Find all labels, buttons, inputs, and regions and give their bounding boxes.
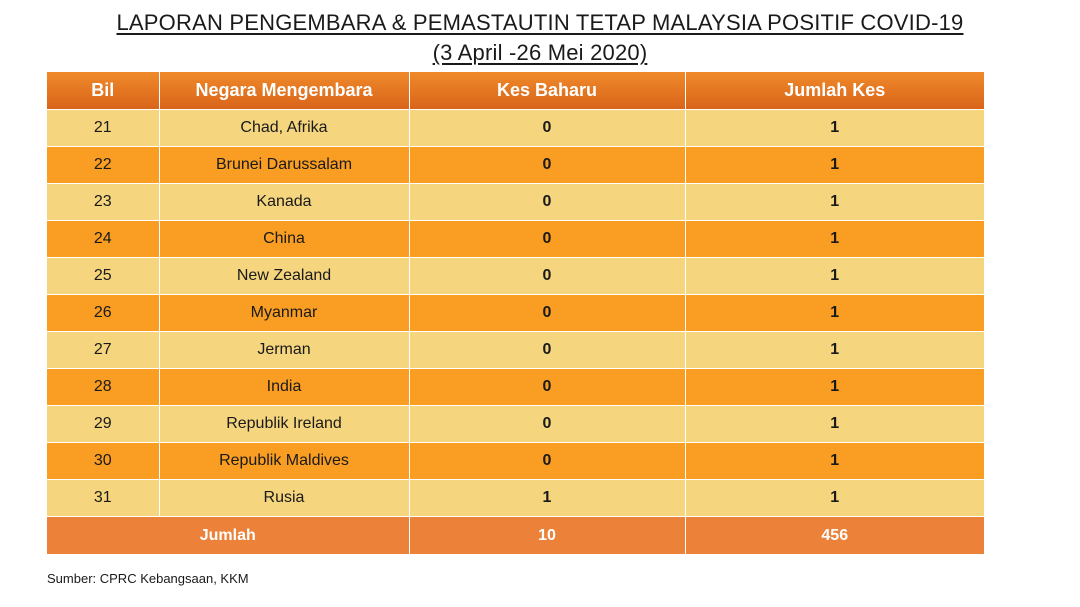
cell-jumlah-kes: 1 <box>685 405 984 443</box>
cell-kes-baharu: 0 <box>409 220 686 258</box>
cell-jumlah-kes: 1 <box>685 479 984 517</box>
cell-kes-baharu: 0 <box>409 146 686 184</box>
total-label: Jumlah <box>47 516 410 554</box>
cell-kes-baharu: 0 <box>409 331 686 369</box>
table-row: 28 India 0 1 <box>47 368 984 406</box>
source-note: Sumber: CPRC Kebangsaan, KKM <box>47 571 249 586</box>
cell-kes-baharu: 0 <box>409 183 686 221</box>
cell-negara: Brunei Darussalam <box>159 146 410 184</box>
cell-kes-baharu: 0 <box>409 109 686 147</box>
cell-negara: Kanada <box>159 183 410 221</box>
cell-bil: 29 <box>47 405 160 443</box>
header-kes-baharu: Kes Baharu <box>409 72 686 110</box>
header-bil: Bil <box>47 72 160 110</box>
table-row: 21 Chad, Afrika 0 1 <box>47 109 984 147</box>
cell-bil: 27 <box>47 331 160 369</box>
cell-negara: China <box>159 220 410 258</box>
header-jumlah-kes: Jumlah Kes <box>685 72 984 110</box>
total-kes-baharu: 10 <box>409 516 686 554</box>
cell-jumlah-kes: 1 <box>685 442 984 480</box>
cell-negara: New Zealand <box>159 257 410 295</box>
cell-jumlah-kes: 1 <box>685 146 984 184</box>
cell-jumlah-kes: 1 <box>685 368 984 406</box>
cell-bil: 24 <box>47 220 160 258</box>
cell-jumlah-kes: 1 <box>685 331 984 369</box>
table-row: 26 Myanmar 0 1 <box>47 294 984 332</box>
table-row: 29 Republik Ireland 0 1 <box>47 405 984 443</box>
cell-bil: 25 <box>47 257 160 295</box>
table-row: 25 New Zealand 0 1 <box>47 257 984 295</box>
cell-jumlah-kes: 1 <box>685 294 984 332</box>
cell-kes-baharu: 0 <box>409 405 686 443</box>
title-date-range: (3 April -26 Mei 2020) <box>432 40 648 65</box>
cell-bil: 21 <box>47 109 160 147</box>
cell-bil: 31 <box>47 479 160 517</box>
header-negara: Negara Mengembara <box>159 72 410 110</box>
title-main: LAPORAN PENGEMBARA & PEMASTAUTIN TETAP M… <box>116 10 964 35</box>
cell-kes-baharu: 0 <box>409 368 686 406</box>
table-row: 27 Jerman 0 1 <box>47 331 984 369</box>
cell-negara: Rusia <box>159 479 410 517</box>
table-row: 22 Brunei Darussalam 0 1 <box>47 146 984 184</box>
table-header-row: Bil Negara Mengembara Kes Baharu Jumlah … <box>47 72 984 110</box>
cell-kes-baharu: 0 <box>409 257 686 295</box>
cell-jumlah-kes: 1 <box>685 220 984 258</box>
total-jumlah-kes: 456 <box>685 516 984 554</box>
cell-bil: 23 <box>47 183 160 221</box>
cell-jumlah-kes: 1 <box>685 183 984 221</box>
cell-jumlah-kes: 1 <box>685 257 984 295</box>
cell-kes-baharu: 0 <box>409 442 686 480</box>
table-row: 31 Rusia 1 1 <box>47 479 984 517</box>
report-title: LAPORAN PENGEMBARA & PEMASTAUTIN TETAP M… <box>0 8 1080 68</box>
cell-kes-baharu: 0 <box>409 294 686 332</box>
table-row: 24 China 0 1 <box>47 220 984 258</box>
cell-bil: 28 <box>47 368 160 406</box>
cell-negara: Jerman <box>159 331 410 369</box>
cell-bil: 30 <box>47 442 160 480</box>
cell-bil: 26 <box>47 294 160 332</box>
cell-negara: India <box>159 368 410 406</box>
cell-negara: Chad, Afrika <box>159 109 410 147</box>
total-row: Jumlah 10 456 <box>47 516 984 554</box>
cell-bil: 22 <box>47 146 160 184</box>
cell-jumlah-kes: 1 <box>685 109 984 147</box>
table-row: 23 Kanada 0 1 <box>47 183 984 221</box>
cell-negara: Republik Ireland <box>159 405 410 443</box>
cell-negara: Republik Maldives <box>159 442 410 480</box>
cell-kes-baharu: 1 <box>409 479 686 517</box>
table-row: 30 Republik Maldives 0 1 <box>47 442 984 480</box>
cell-negara: Myanmar <box>159 294 410 332</box>
cases-table: Bil Negara Mengembara Kes Baharu Jumlah … <box>47 72 984 554</box>
